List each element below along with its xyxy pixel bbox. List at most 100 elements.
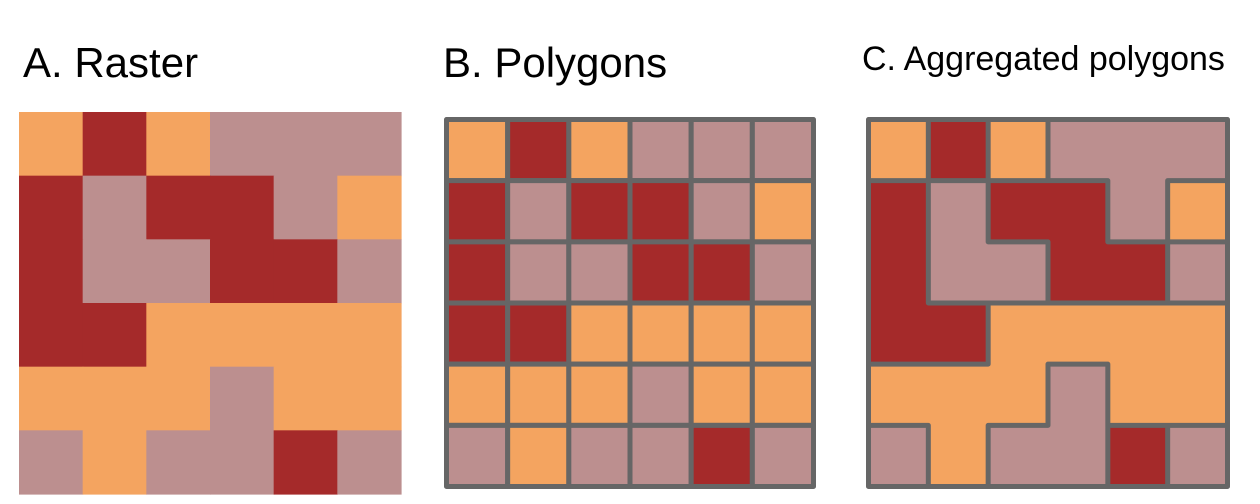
- aggregated-cell-3-2: [988, 303, 1049, 365]
- aggregated-cell-5-0: [868, 425, 929, 488]
- aggregated-cell-2-2: [988, 241, 1049, 304]
- raster-cell-3-1: [82, 303, 147, 368]
- raster-cell-4-0: [19, 366, 84, 431]
- aggregated-cell-1-2: [988, 180, 1049, 243]
- polygon-cell-3-2: [566, 300, 633, 367]
- aggregated-cell-5-5: [1167, 425, 1229, 488]
- raster-cell-4-3: [210, 366, 275, 431]
- polygon-cell-4-3: [627, 361, 694, 428]
- polygon-cell-2-2: [566, 239, 633, 306]
- aggregated-cell-2-3: [1048, 241, 1109, 304]
- raster-cell-5-2: [146, 430, 211, 495]
- polygon-grid: [444, 117, 817, 490]
- raster-cell-5-1: [82, 430, 147, 495]
- aggregated-cell-2-1: [928, 241, 989, 304]
- polygon-cell-4-1: [505, 361, 572, 428]
- polygon-cell-0-5: [749, 117, 817, 184]
- raster-cell-4-5: [337, 366, 402, 431]
- polygon-cell-5-2: [566, 422, 633, 490]
- polygon-cell-1-2: [566, 178, 633, 245]
- polygon-cell-5-4: [688, 422, 755, 490]
- panel-a-title: A. Raster: [23, 39, 199, 86]
- aggregated-cell-3-1: [928, 303, 989, 365]
- polygon-cell-2-1: [505, 239, 572, 306]
- aggregated-cell-0-2: [988, 119, 1049, 182]
- polygon-cell-2-4: [688, 239, 755, 306]
- aggregated-cell-4-1: [928, 364, 989, 426]
- polygon-cell-2-0: [444, 239, 511, 306]
- raster-cell-1-3: [210, 175, 275, 240]
- aggregated-cell-4-4: [1107, 364, 1169, 426]
- polygon-cell-0-2: [566, 117, 633, 184]
- raster-cell-3-5: [337, 303, 402, 368]
- polygon-cell-5-1: [505, 422, 572, 490]
- aggregated-polygon-grid: [866, 117, 1230, 489]
- raster-cell-0-4: [273, 112, 338, 177]
- aggregated-cell-0-4: [1107, 119, 1169, 182]
- raster-cell-1-1: [82, 175, 147, 240]
- aggregated-cell-5-4: [1107, 425, 1169, 488]
- polygon-cell-1-0: [444, 178, 511, 245]
- raster-cell-3-3: [210, 303, 275, 368]
- aggregated-cell-2-4: [1107, 241, 1169, 304]
- polygon-cell-2-5: [749, 239, 817, 306]
- polygon-cell-4-2: [566, 361, 633, 428]
- raster-cell-2-0: [19, 239, 84, 304]
- polygon-cell-5-0: [444, 422, 511, 490]
- raster-cell-4-1: [82, 366, 147, 431]
- polygon-cell-4-5: [749, 361, 817, 428]
- polygon-cell-3-3: [627, 300, 694, 367]
- aggregated-cell-5-3: [1048, 425, 1109, 488]
- aggregated-boundaries: [866, 117, 1230, 489]
- raster-cell-2-3: [210, 239, 275, 304]
- raster-cell-0-1: [82, 112, 147, 177]
- raster-cell-5-3: [210, 430, 275, 495]
- polygon-cell-3-0: [444, 300, 511, 367]
- aggregated-cell-4-3: [1048, 364, 1109, 426]
- aggregated-cell-5-1: [928, 425, 989, 488]
- aggregated-cell-4-0: [868, 364, 929, 426]
- raster-cell-1-5: [337, 175, 402, 240]
- aggregated-cell-0-0: [868, 119, 929, 182]
- polygon-cell-4-0: [444, 361, 511, 428]
- raster-cell-0-2: [146, 112, 211, 177]
- raster-cell-3-2: [146, 303, 211, 368]
- polygon-cell-0-0: [444, 117, 511, 184]
- raster-cell-2-4: [273, 239, 338, 304]
- aggregated-cell-1-0: [868, 180, 929, 243]
- aggregated-cell-0-3: [1048, 119, 1109, 182]
- raster-cell-5-5: [337, 430, 402, 495]
- raster-cell-1-0: [19, 175, 84, 240]
- aggregated-cell-2-0: [868, 241, 929, 304]
- polygon-cell-4-4: [688, 361, 755, 428]
- polygon-cell-1-3: [627, 178, 694, 245]
- aggregated-cell-3-5: [1167, 303, 1229, 365]
- raster-cell-0-5: [337, 112, 402, 177]
- panel-b-title: B. Polygons: [443, 39, 668, 86]
- raster-cell-3-4: [273, 303, 338, 368]
- aggregated-cell-3-4: [1107, 303, 1169, 365]
- raster-cell-2-2: [146, 239, 211, 304]
- raster-cell-2-1: [82, 239, 147, 304]
- aggregated-cell-1-5: [1167, 180, 1229, 243]
- raster-cell-2-5: [337, 239, 402, 304]
- aggregated-cell-0-5: [1167, 119, 1229, 182]
- raster-cell-3-0: [19, 303, 84, 368]
- polygon-cell-0-4: [688, 117, 755, 184]
- raster-cell-1-2: [146, 175, 211, 240]
- polygon-cell-1-5: [749, 178, 817, 245]
- aggregated-cell-0-1: [928, 119, 989, 182]
- raster-cell-4-2: [146, 366, 211, 431]
- polygon-cell-5-5: [749, 422, 817, 490]
- aggregated-cell-3-0: [868, 303, 929, 365]
- aggregated-cell-4-5: [1167, 364, 1229, 426]
- raster-grid: [19, 112, 402, 495]
- aggregated-cell-1-1: [928, 180, 989, 243]
- aggregated-cell-5-2: [988, 425, 1049, 488]
- raster-cell-5-0: [19, 430, 84, 495]
- aggregated-cell-1-4: [1107, 180, 1169, 243]
- polygon-cell-1-1: [505, 178, 572, 245]
- raster-cell-0-3: [210, 112, 275, 177]
- aggregated-cell-2-5: [1167, 241, 1229, 304]
- polygon-cell-1-4: [688, 178, 755, 245]
